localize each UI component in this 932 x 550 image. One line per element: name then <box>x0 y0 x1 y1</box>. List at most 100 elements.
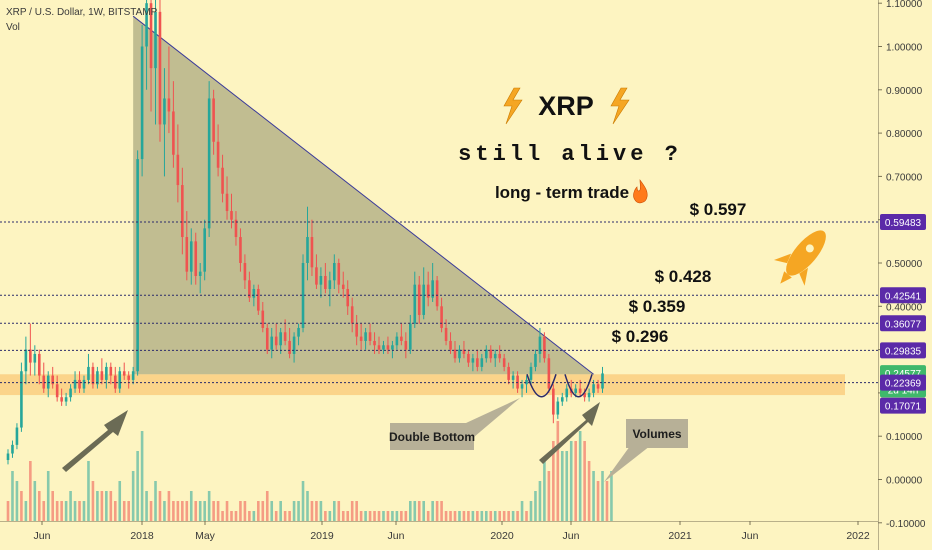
volume-bar <box>248 511 251 521</box>
price-tick-label: -0.10000 <box>886 519 926 530</box>
volume-bar <box>274 511 278 521</box>
candle <box>29 323 32 376</box>
volume-bar <box>283 511 287 521</box>
volume-bar <box>587 461 591 521</box>
candle <box>596 379 600 393</box>
volume-bar <box>6 501 10 521</box>
candle <box>511 371 515 389</box>
volume-bar <box>534 491 537 521</box>
candle <box>158 0 162 142</box>
candle <box>270 327 274 359</box>
candle <box>212 89 215 155</box>
volume-bar <box>234 511 238 521</box>
candle <box>493 349 497 367</box>
right-arrow-icon <box>539 402 600 464</box>
candle <box>333 254 336 289</box>
candle <box>400 323 403 346</box>
volume-bar <box>476 511 479 521</box>
candle <box>453 340 457 363</box>
volume-bar <box>413 501 417 521</box>
price-badges: 0.59483 0.42541 0.36077 0.29835 0.24577 2d 14… <box>880 213 926 414</box>
volume-bar <box>404 511 408 521</box>
volume-bar <box>163 501 166 521</box>
volume-bar <box>341 511 345 521</box>
time-tick-label: 2019 <box>310 530 334 542</box>
candle <box>364 327 367 350</box>
volume-bar <box>516 511 519 521</box>
volume-bar <box>181 501 184 521</box>
volume-bar <box>493 511 497 521</box>
candle <box>310 219 314 276</box>
candle <box>324 263 327 294</box>
title-lightning-right-icon <box>610 87 630 125</box>
candle <box>413 271 417 328</box>
candle <box>315 254 318 289</box>
candle <box>42 362 46 393</box>
candle <box>87 353 90 385</box>
volume-bar <box>221 511 224 521</box>
candle <box>471 353 475 372</box>
double-bottom-arc <box>564 374 593 398</box>
candle <box>261 301 265 333</box>
volume-bar <box>154 481 157 521</box>
candle <box>346 280 350 315</box>
volume-bar <box>261 501 265 521</box>
candle <box>64 392 68 406</box>
volume-bar <box>355 501 358 521</box>
volume-bar <box>105 491 108 521</box>
time-tick-label: Jun <box>742 530 759 542</box>
candle <box>60 388 63 406</box>
volume-bar <box>78 501 81 521</box>
candle <box>368 323 372 346</box>
candle <box>409 314 412 354</box>
candle <box>462 340 466 359</box>
volume-bar <box>382 511 385 521</box>
candle <box>243 254 247 289</box>
volume-bar <box>364 511 367 521</box>
volume-bar <box>507 511 510 521</box>
volume-bar <box>29 461 32 521</box>
candle <box>498 345 501 363</box>
volume-bar <box>328 511 332 521</box>
volume-bar <box>324 511 327 521</box>
candle <box>525 375 528 393</box>
volume-bar <box>440 501 443 521</box>
volume-bar <box>471 511 475 521</box>
volume-bar <box>377 511 381 521</box>
volume-bar <box>467 511 470 521</box>
candle <box>301 254 305 333</box>
volume-bar <box>113 501 117 521</box>
volume-bar <box>565 451 569 521</box>
candle <box>131 366 135 385</box>
candle <box>395 332 399 350</box>
price-tick-label: 0.70000 <box>886 172 923 183</box>
volume-bar <box>176 501 180 521</box>
candle <box>279 327 282 354</box>
level-text-0428: $ 0.428 <box>655 267 712 286</box>
volume-bar <box>333 501 336 521</box>
volume-bar <box>73 501 77 521</box>
volume-bar <box>46 471 50 521</box>
candle <box>480 353 484 372</box>
volume-bar <box>480 511 484 521</box>
subtitle: still alive ? <box>458 142 682 167</box>
volume-bar <box>319 501 323 521</box>
candle <box>185 211 189 281</box>
volume-bar <box>560 451 564 521</box>
candle <box>194 232 198 285</box>
volume-bar <box>315 501 318 521</box>
volume-bar <box>601 471 604 521</box>
volume-bar <box>610 471 613 521</box>
price-badge-label: 2d 14h <box>888 385 919 396</box>
volume-bar <box>297 501 300 521</box>
candle <box>100 358 104 385</box>
volume-bar <box>91 481 95 521</box>
title-xrp: XRP <box>538 91 594 121</box>
volume-bar <box>444 511 448 521</box>
candle <box>82 375 86 393</box>
tag-line: long - term trade <box>495 183 629 202</box>
volume-bar <box>24 501 28 521</box>
candle <box>373 332 376 354</box>
symbol-title: XRP / U.S. Dollar, 1W, BITSTAMP <box>6 7 158 18</box>
